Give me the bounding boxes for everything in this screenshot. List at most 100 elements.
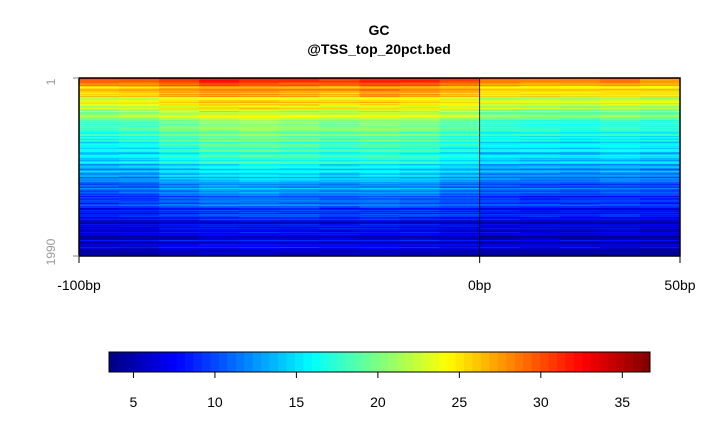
heatmap-cell [79, 161, 120, 163]
heatmap-cell [479, 122, 521, 125]
heatmap-cell [159, 208, 200, 210]
heatmap-cell [479, 232, 521, 235]
heatmap-cell [199, 154, 240, 156]
heatmap-cell [479, 205, 521, 207]
heatmap-cell [559, 177, 601, 179]
heatmap-cell [239, 220, 280, 222]
heatmap-cell [119, 86, 160, 89]
heatmap-cell [399, 142, 441, 144]
heatmap-cell [239, 243, 280, 245]
heatmap-cell [399, 91, 441, 93]
heatmap-cell [559, 254, 601, 256]
heatmap-cell [159, 165, 200, 167]
heatmap-cell [359, 217, 401, 219]
heatmap-cell [439, 239, 481, 242]
heatmap-cell [359, 175, 401, 177]
heatmap-cell [159, 202, 200, 204]
heatmap-cell [439, 152, 481, 154]
heatmap-cell [279, 151, 320, 153]
heatmap-cell [639, 163, 681, 165]
heatmap-cell [199, 187, 240, 189]
heatmap-cell [119, 203, 160, 205]
heatmap-cell [119, 93, 160, 95]
heatmap-cell [239, 236, 280, 238]
colorbar-segment [531, 352, 541, 372]
heatmap-cell [639, 118, 681, 120]
heatmap-cell [519, 235, 561, 237]
heatmap-cell [519, 239, 561, 242]
heatmap-cell [439, 183, 481, 185]
heatmap-cell [359, 200, 401, 202]
heatmap-cell [559, 137, 601, 139]
heatmap-cell [159, 131, 200, 133]
heatmap-cell [119, 246, 160, 248]
heatmap-cell [79, 184, 120, 186]
heatmap-cell [159, 239, 200, 242]
heatmap-cell [599, 197, 641, 200]
heatmap-cell [79, 113, 120, 116]
heatmap-cell [279, 246, 320, 248]
heatmap-cell [159, 230, 200, 232]
colorbar-segment [455, 352, 465, 372]
heatmap-cell [79, 214, 120, 216]
heatmap-cell [439, 209, 481, 211]
heatmap-cell [599, 165, 641, 167]
heatmap-cell [119, 184, 160, 186]
heatmap-cell [239, 159, 280, 161]
heatmap-cell [479, 213, 521, 215]
heatmap-cell [399, 163, 441, 166]
heatmap-cell [119, 194, 160, 196]
heatmap-cell [639, 188, 681, 190]
heatmap-cell [119, 254, 160, 256]
heatmap-cell [519, 230, 561, 232]
heatmap-cell [639, 195, 681, 197]
heatmap-cell [199, 208, 240, 210]
heatmap-cell [319, 215, 360, 218]
heatmap-cell [639, 150, 681, 152]
heatmap-cell [479, 143, 521, 145]
heatmap-cell [479, 191, 521, 193]
heatmap-cell [279, 219, 320, 221]
heatmap-cell [559, 214, 601, 216]
heatmap-cell [519, 152, 561, 154]
heatmap-cell [519, 165, 561, 167]
heatmap-cell [479, 250, 521, 253]
heatmap-cell [319, 114, 360, 116]
heatmap-cell [79, 162, 120, 164]
heatmap-cell [239, 193, 280, 195]
heatmap-cell [319, 170, 360, 172]
heatmap-cell [439, 173, 481, 176]
heatmap-cell [359, 224, 401, 227]
heatmap-cell [119, 133, 160, 135]
heatmap-cell [239, 116, 280, 118]
heatmap-cell [479, 94, 521, 96]
heatmap-cell [599, 116, 641, 118]
heatmap-cell [319, 84, 360, 86]
heatmap-cell [479, 92, 521, 94]
heatmap-cell [159, 236, 200, 238]
heatmap-cell [599, 109, 641, 111]
heatmap-cell [159, 176, 200, 178]
heatmap-cell [359, 114, 401, 116]
heatmap-cell [159, 134, 200, 136]
heatmap-cell [239, 92, 280, 94]
heatmap-cell [399, 101, 441, 103]
heatmap-cell [279, 175, 320, 177]
heatmap-cell [359, 183, 401, 185]
heatmap-cell [639, 110, 681, 112]
heatmap-cell [199, 191, 240, 193]
heatmap-cell [79, 83, 120, 85]
heatmap-cell [439, 201, 481, 203]
heatmap-cell [359, 185, 401, 187]
heatmap-cell [119, 173, 160, 176]
heatmap-cell [479, 118, 521, 120]
heatmap-cell [599, 138, 641, 141]
heatmap-cell [599, 195, 641, 197]
heatmap-cell [639, 214, 681, 216]
heatmap-cell [599, 184, 641, 186]
heatmap-cell [599, 80, 641, 82]
heatmap-cell [159, 146, 200, 148]
heatmap-cell [239, 197, 280, 200]
heatmap-cell [399, 165, 441, 167]
heatmap-cell [119, 95, 160, 98]
